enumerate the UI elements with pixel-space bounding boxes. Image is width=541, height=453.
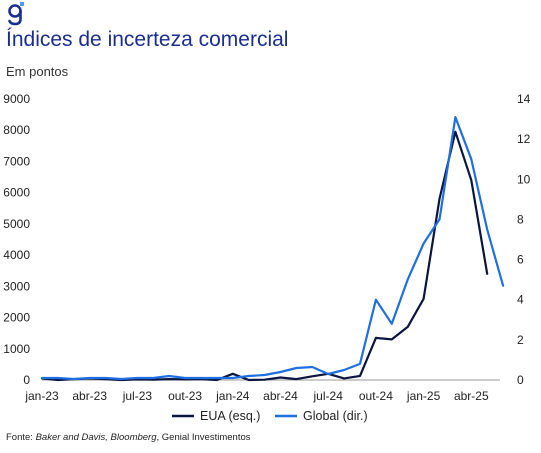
y-left-tick-label: 2000 <box>3 311 30 325</box>
source-prefix: Fonte: <box>6 432 36 443</box>
y-left-tick-label: 6000 <box>3 186 30 200</box>
x-tick-label: abr-23 <box>72 389 107 403</box>
y-right-tick-label: 2 <box>517 333 524 347</box>
y-left-tick-label: 9000 <box>3 92 30 106</box>
y-left-tick-label: 0 <box>23 373 30 387</box>
y-right-tick-label: 10 <box>517 172 531 186</box>
x-tick-label: jan-23 <box>24 389 59 403</box>
y-left-tick-label: 1000 <box>3 342 30 356</box>
x-tick-label: jan-24 <box>215 389 250 403</box>
y-left-tick-label: 4000 <box>3 248 30 262</box>
x-tick-label: out-24 <box>359 389 393 403</box>
x-tick-label: jul-23 <box>122 389 153 403</box>
y-right-tick-label: 14 <box>517 92 531 106</box>
y-left-tick-label: 3000 <box>3 279 30 293</box>
x-tick-label: jul-24 <box>313 389 344 403</box>
legend-eua-label: EUA (esq.) <box>200 409 260 423</box>
chart-subtitle: Em pontos <box>6 64 69 79</box>
x-tick-label: jan-25 <box>406 389 441 403</box>
series-line-global <box>40 115 505 381</box>
y-right-tick-label: 6 <box>517 253 524 267</box>
y-right-tick-label: 8 <box>517 212 524 226</box>
x-tick-label: abr-24 <box>263 389 298 403</box>
chart-title: Índices de incerteza comercial <box>6 28 289 51</box>
source-suffix: , Genial Investimentos <box>156 432 251 443</box>
genial-logo <box>8 2 24 26</box>
y-left-tick-label: 8000 <box>3 123 30 137</box>
y-left-tick-label: 5000 <box>3 217 30 231</box>
source-note: Fonte: Baker and Davis, Bloomberg, Genia… <box>6 432 251 443</box>
legend-global-label: Global (dir.) <box>303 409 368 423</box>
source-italic: Baker and Davis, Bloomberg <box>35 432 157 443</box>
y-left-tick-label: 7000 <box>3 154 30 168</box>
x-tick-label: out-23 <box>168 389 202 403</box>
x-tick-label: abr-25 <box>454 389 489 403</box>
y-right-tick-label: 12 <box>517 132 531 146</box>
series-line-eua <box>40 130 489 382</box>
y-right-tick-label: 4 <box>517 293 524 307</box>
y-right-tick-label: 0 <box>517 373 524 387</box>
